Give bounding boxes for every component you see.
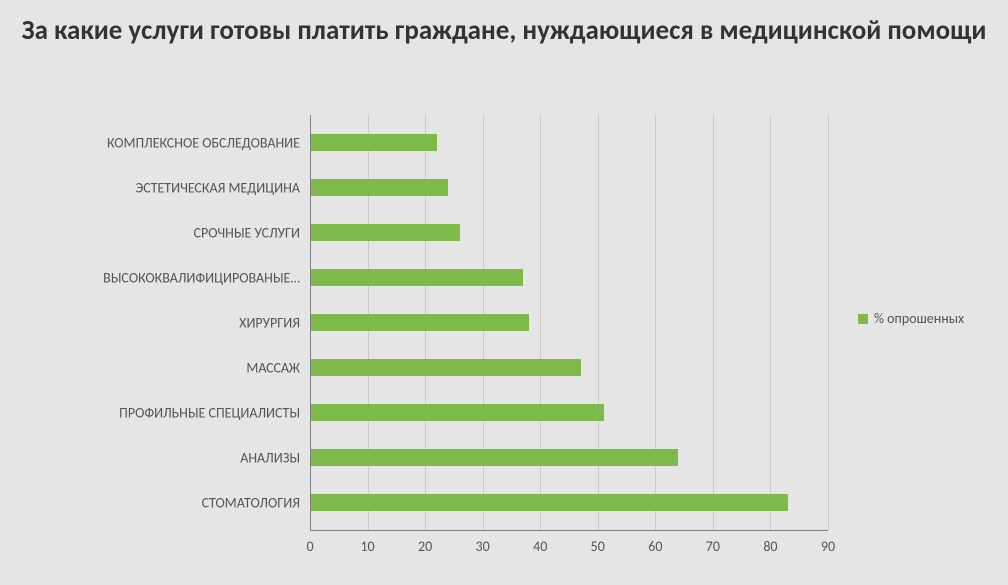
category-label: СРОЧНЫЕ УСЛУГИ xyxy=(194,224,300,241)
category-label: ХИРУРГИЯ xyxy=(239,314,300,331)
bar xyxy=(310,269,523,286)
gridline xyxy=(655,115,656,530)
chart-root: За какие услуги готовы платить граждане,… xyxy=(0,0,1008,585)
legend-label: % опрошенных xyxy=(874,310,964,327)
x-tick-label: 90 xyxy=(821,538,835,555)
x-tick-label: 0 xyxy=(306,538,313,555)
gridline xyxy=(540,115,541,530)
category-label: СТОМАТОЛОГИЯ xyxy=(202,494,300,511)
category-label: ЭСТЕТИЧЕСКАЯ МЕДИЦИНА xyxy=(136,179,300,196)
x-tick-label: 10 xyxy=(360,538,374,555)
category-label: КОМПЛЕКСНОЕ ОБСЛЕДОВАНИЕ xyxy=(107,134,300,151)
chart-legend: % опрошенных xyxy=(858,310,964,327)
gridline xyxy=(828,115,829,530)
plot-area: 0102030405060708090 xyxy=(310,115,828,530)
category-label: АНАЛИЗЫ xyxy=(240,449,300,466)
bar xyxy=(310,314,529,331)
x-tick-label: 60 xyxy=(648,538,662,555)
chart-title: За какие услуги готовы платить граждане,… xyxy=(0,14,1008,47)
gridline xyxy=(770,115,771,530)
x-axis-line xyxy=(310,530,828,531)
bar xyxy=(310,179,448,196)
x-tick-label: 30 xyxy=(476,538,490,555)
bar xyxy=(310,494,788,511)
legend-swatch xyxy=(858,314,868,324)
category-label: МАССАЖ xyxy=(246,359,300,376)
x-tick-label: 50 xyxy=(591,538,605,555)
bar xyxy=(310,134,437,151)
x-tick-label: 20 xyxy=(418,538,432,555)
bar xyxy=(310,404,604,421)
x-tick-label: 80 xyxy=(763,538,777,555)
x-tick-label: 40 xyxy=(533,538,547,555)
y-axis-line xyxy=(310,115,311,530)
bar xyxy=(310,224,460,241)
gridline xyxy=(713,115,714,530)
category-label: ПРОФИЛЬНЫЕ СПЕЦИАЛИСТЫ xyxy=(119,404,300,421)
bar xyxy=(310,359,581,376)
category-label: ВЫСОКОКВАЛИФИЦИРОВАНЫЕ… xyxy=(103,269,300,286)
x-tick-label: 70 xyxy=(706,538,720,555)
bar xyxy=(310,449,678,466)
gridline xyxy=(598,115,599,530)
